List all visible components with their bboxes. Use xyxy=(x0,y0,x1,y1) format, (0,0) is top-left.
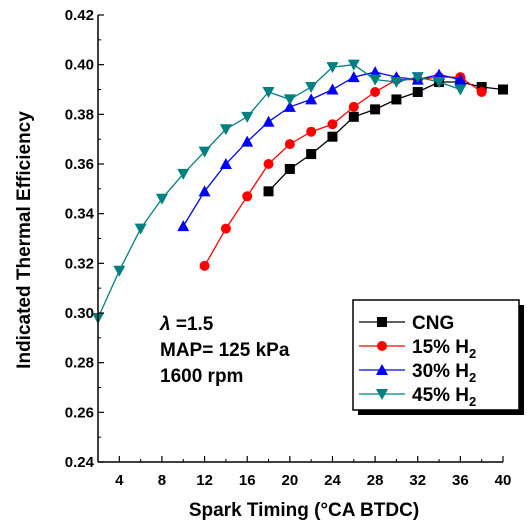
legend-label: 15% H2 xyxy=(412,337,476,361)
x-axis-label: Spark Timing (°CA BTDC) xyxy=(189,500,419,521)
data-point xyxy=(476,86,487,97)
legend-label: 30% H2 xyxy=(412,361,476,385)
lambda-symbol: λ xyxy=(159,314,171,335)
condition-annotation: λ =1.5 MAP= 125 kPa 1600 rpm xyxy=(159,314,290,387)
data-point xyxy=(306,149,317,160)
x-tick-label: 8 xyxy=(158,472,166,489)
lambda-value: =1.5 xyxy=(171,314,214,335)
legend-entry-3: 45% H2 xyxy=(359,385,476,409)
data-point xyxy=(113,265,126,277)
data-point xyxy=(498,84,508,95)
y-tick-label: 0.34 xyxy=(65,206,95,223)
y-tick-label: 0.40 xyxy=(65,57,94,74)
rpm-label: 1600 rpm xyxy=(160,366,243,387)
data-point xyxy=(305,93,318,105)
x-tick-label: 24 xyxy=(324,472,341,489)
data-point xyxy=(263,186,274,197)
data-point xyxy=(219,158,232,169)
data-point xyxy=(177,220,190,232)
data-point xyxy=(411,72,424,84)
data-point xyxy=(198,146,211,158)
series-line xyxy=(97,64,461,319)
data-point xyxy=(370,86,381,97)
y-tick-label: 0.26 xyxy=(65,404,94,421)
data-point xyxy=(219,124,232,136)
legend-label: CNG xyxy=(412,313,454,334)
data-point xyxy=(220,223,231,234)
data-point xyxy=(198,185,211,197)
data-point xyxy=(347,71,360,83)
data-point xyxy=(433,77,446,89)
data-point xyxy=(326,83,339,95)
x-tick-label: 40 xyxy=(495,472,512,489)
legend-entry-2: 30% H2 xyxy=(359,361,476,385)
data-point xyxy=(283,100,296,112)
x-tick-label: 4 xyxy=(115,472,124,489)
data-point xyxy=(241,111,254,123)
legend-label: 45% H2 xyxy=(412,385,476,409)
x-tick-label: 16 xyxy=(239,472,256,489)
series-1 xyxy=(199,72,487,271)
legend-marker xyxy=(376,364,388,375)
series-line xyxy=(204,76,483,267)
data-point xyxy=(370,104,381,115)
legend-marker xyxy=(377,341,387,351)
x-tick-label: 32 xyxy=(409,472,426,489)
data-point xyxy=(348,101,359,112)
data-point xyxy=(284,163,295,174)
data-point xyxy=(326,62,339,74)
y-tick-label: 0.38 xyxy=(65,106,94,123)
series-3 xyxy=(92,59,467,324)
legend-entry-1: 15% H2 xyxy=(359,337,476,361)
data-point xyxy=(369,66,382,78)
y-tick-label: 0.28 xyxy=(65,355,94,372)
legend-entry-0: CNG xyxy=(359,313,454,334)
data-point xyxy=(262,115,275,127)
y-tick-label: 0.42 xyxy=(65,7,94,24)
data-point xyxy=(199,260,210,271)
svg-text:λ =1.5: λ =1.5 xyxy=(159,314,214,335)
data-point xyxy=(155,193,168,205)
data-point xyxy=(262,86,275,98)
map-label: MAP= 125 kPa xyxy=(160,340,290,361)
data-point xyxy=(454,84,467,96)
y-tick-label: 0.36 xyxy=(65,156,94,173)
y-axis-label: Indicated Thermal Efficiency xyxy=(14,111,35,369)
data-point xyxy=(412,86,423,97)
data-point xyxy=(454,73,467,85)
data-point xyxy=(242,191,253,202)
x-tick-label: 20 xyxy=(281,472,298,489)
plot-area xyxy=(92,59,508,324)
data-point xyxy=(369,74,382,86)
x-tick-label: 28 xyxy=(367,472,384,489)
y-tick-label: 0.30 xyxy=(65,305,94,322)
data-point xyxy=(283,94,296,106)
series-line xyxy=(182,71,461,227)
data-point xyxy=(327,131,338,142)
series-2 xyxy=(177,66,467,232)
data-point xyxy=(241,135,254,147)
data-point xyxy=(305,82,318,94)
data-point xyxy=(327,119,338,130)
data-point xyxy=(433,68,446,80)
data-point xyxy=(391,94,402,105)
data-point xyxy=(306,126,317,137)
series-0 xyxy=(263,77,508,197)
y-tick-label: 0.32 xyxy=(65,255,94,272)
x-tick-label: 12 xyxy=(196,472,213,489)
legend-marker xyxy=(377,317,387,327)
x-tick-label: 36 xyxy=(452,472,469,489)
data-point xyxy=(263,159,274,169)
data-point xyxy=(134,223,147,235)
data-point xyxy=(347,59,360,71)
data-point xyxy=(390,77,403,89)
data-point xyxy=(284,139,295,150)
data-point xyxy=(348,111,359,122)
y-tick-label: 0.24 xyxy=(65,454,95,471)
legend-marker xyxy=(376,389,388,400)
axes: 0.24 0.26 0.28 0.30 0.32 0.34 0.36 0.38 0.40 0.42… xyxy=(65,7,512,489)
data-point xyxy=(177,168,190,180)
